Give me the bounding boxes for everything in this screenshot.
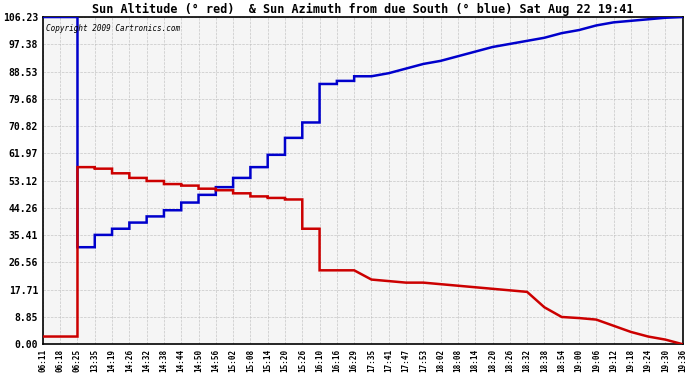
Text: Copyright 2009 Cartronics.com: Copyright 2009 Cartronics.com — [46, 24, 180, 33]
Title: Sun Altitude (° red)  & Sun Azimuth from due South (° blue) Sat Aug 22 19:41: Sun Altitude (° red) & Sun Azimuth from … — [92, 3, 633, 16]
